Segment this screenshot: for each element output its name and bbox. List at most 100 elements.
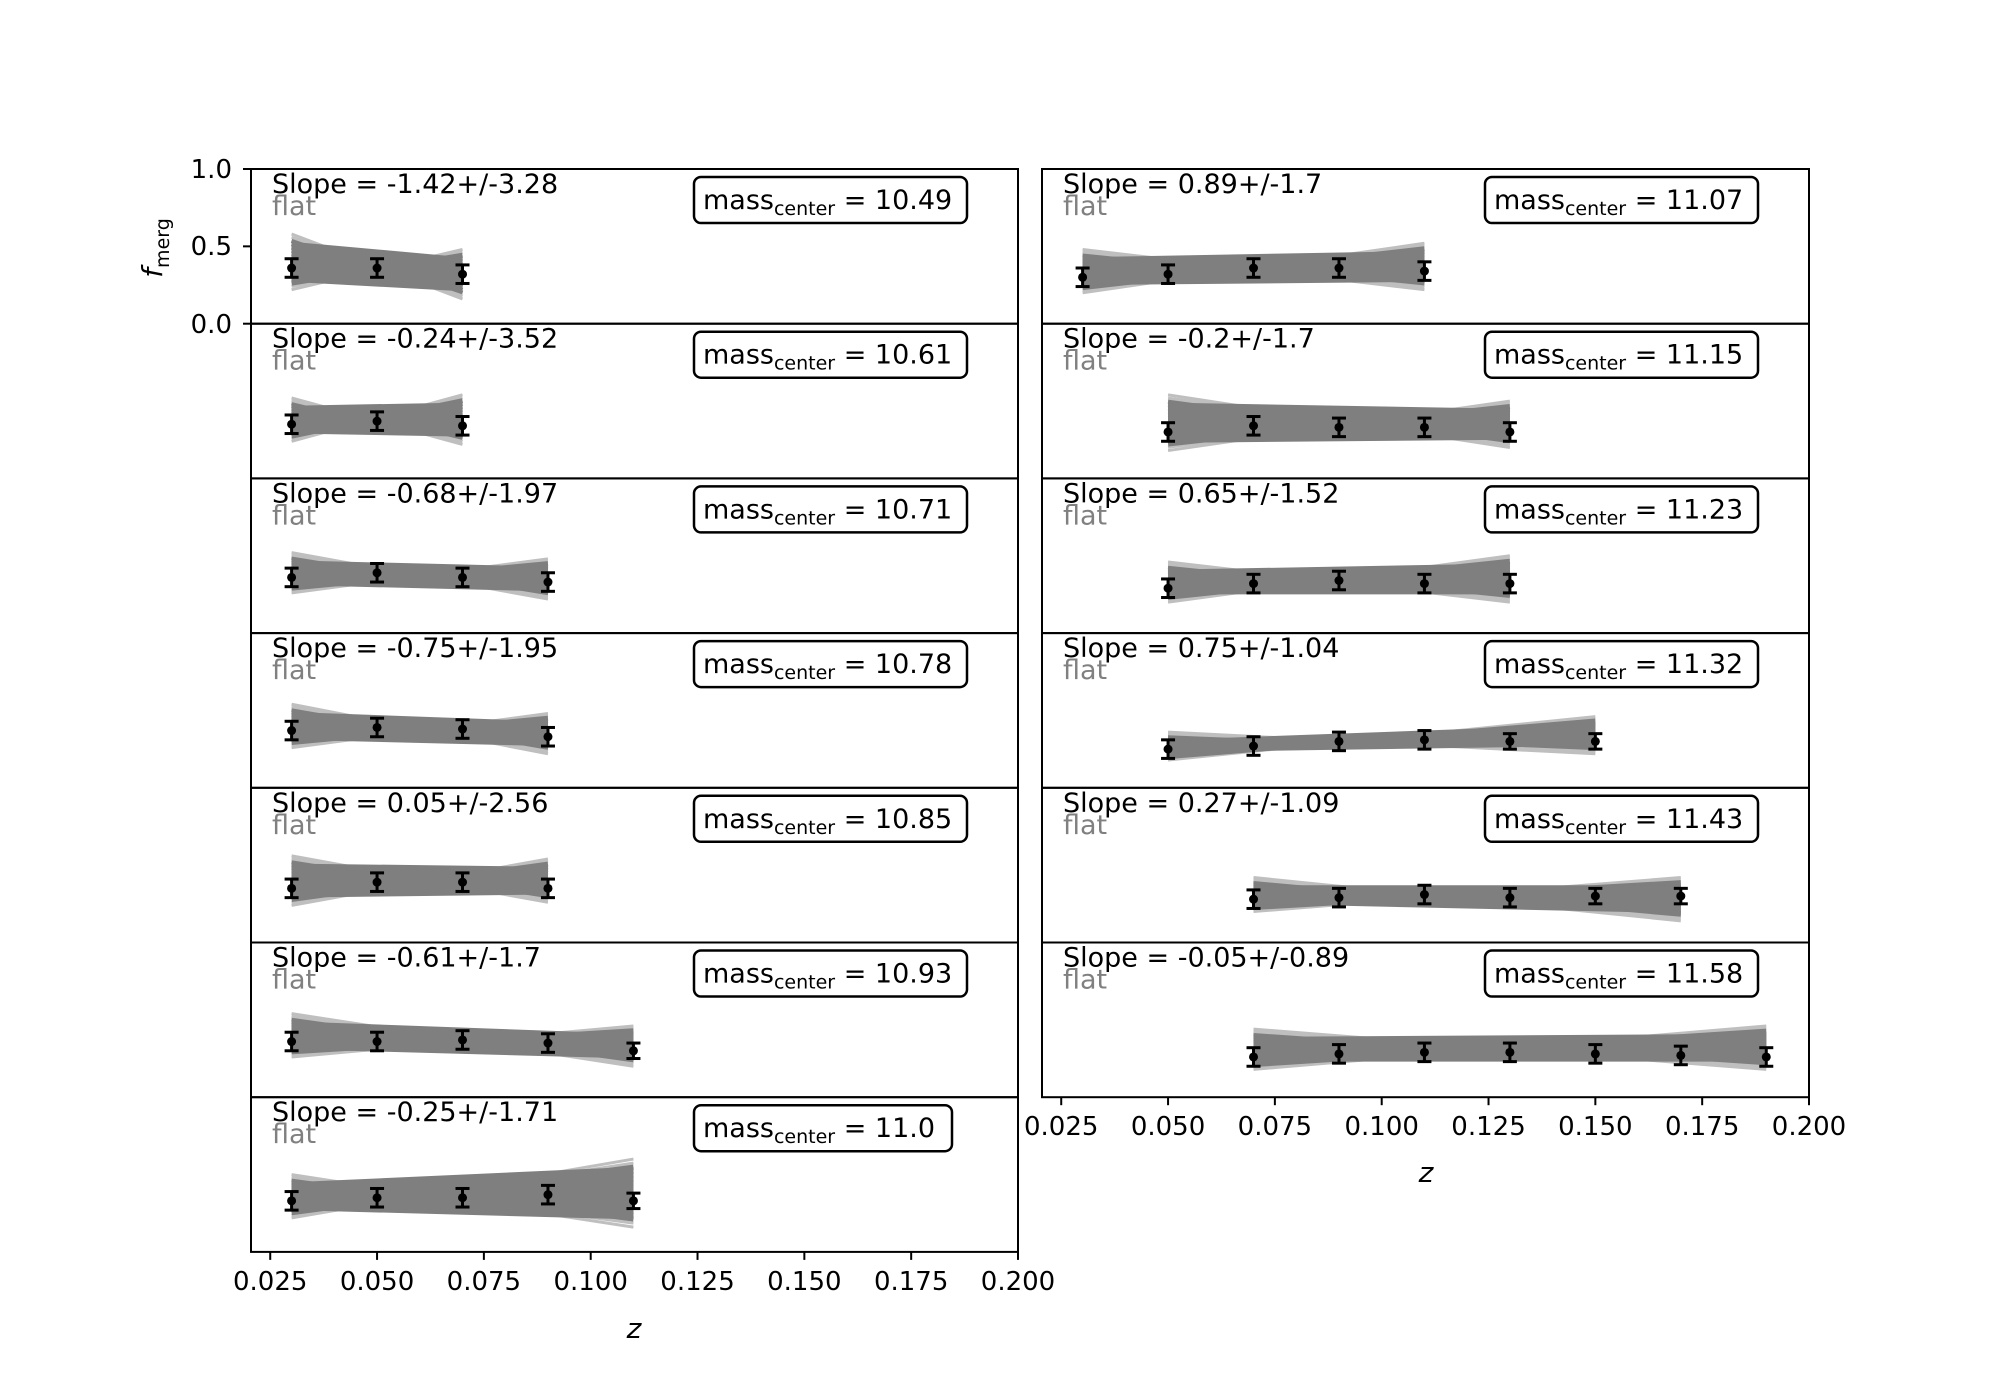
data-point (1588, 732, 1603, 751)
data-point (1588, 886, 1603, 906)
xtick-label: 0.050 (340, 1267, 414, 1297)
point-marker (1676, 1050, 1686, 1060)
point-marker (1249, 579, 1259, 589)
point-marker (1419, 579, 1429, 589)
data-point (1075, 266, 1090, 289)
data-point (455, 718, 470, 740)
mass-center-label: masscenter = 11.23 (1494, 494, 1743, 529)
y-axis-title: fmerg (136, 218, 174, 278)
point-marker (1334, 736, 1344, 746)
data-point (370, 716, 385, 739)
mass-center-label: masscenter = 10.71 (703, 494, 952, 529)
slope-label: Slope = -0.68+/-1.97 (272, 478, 558, 509)
xtick-label: 0.175 (1665, 1112, 1739, 1142)
mass-center-box (692, 639, 969, 689)
data-point (1417, 883, 1432, 906)
point-marker (1334, 576, 1344, 586)
data-point (1417, 729, 1432, 751)
fit-line-band (291, 702, 549, 756)
panel-frame (250, 1096, 1019, 1253)
point-marker (1249, 894, 1259, 904)
mass-center-box (692, 330, 969, 379)
point-marker (372, 568, 382, 578)
data-point (370, 871, 385, 893)
data-point (1161, 263, 1176, 285)
slope-label: Slope = -0.75+/-1.95 (272, 633, 558, 664)
slope-label: Slope = 0.89+/-1.7 (1063, 169, 1322, 200)
data-point (284, 566, 299, 589)
point-marker (543, 883, 553, 893)
fit-band-fill (291, 711, 548, 747)
slope-label: Slope = -0.61+/-1.7 (272, 943, 541, 974)
data-point (284, 1190, 299, 1212)
data-point (1246, 572, 1261, 595)
point-marker (372, 416, 382, 426)
data-point (370, 1030, 385, 1053)
point-marker (287, 1196, 297, 1206)
data-point (455, 1186, 470, 1209)
point-marker (543, 1190, 553, 1200)
point-marker (458, 877, 468, 887)
data-point (455, 566, 470, 589)
data-point (1331, 886, 1346, 909)
slope-label: Slope = -0.25+/-1.71 (272, 1097, 558, 1128)
point-marker (372, 263, 382, 273)
mass-center-box (692, 175, 969, 225)
data-point (1417, 1041, 1432, 1064)
data-point (1588, 1043, 1603, 1065)
ytick-label: 0.5 (191, 232, 232, 262)
point-marker (458, 572, 468, 582)
data-point (1502, 886, 1517, 909)
fit-line-band (291, 854, 549, 907)
point-marker (1334, 422, 1344, 432)
fit-line-band (1167, 715, 1596, 762)
mass-center-label: masscenter = 10.93 (703, 959, 952, 994)
point-marker (1163, 583, 1173, 593)
point-marker (372, 877, 382, 887)
point-marker (287, 263, 297, 273)
mass-center-box (692, 949, 969, 998)
point-marker (287, 726, 297, 736)
data-point (1331, 730, 1346, 753)
mass-center-box (1483, 330, 1760, 379)
flat-label: flat (272, 191, 316, 222)
mass-center-label: masscenter = 11.43 (1494, 804, 1743, 839)
data-point (1331, 416, 1346, 439)
mass-center-box (1483, 485, 1760, 534)
point-marker (1505, 1047, 1515, 1057)
point-marker (1163, 269, 1173, 279)
mass-center-box (1483, 794, 1760, 844)
point-marker (372, 1037, 382, 1047)
point-marker (1590, 891, 1600, 901)
panel-frame (1041, 941, 1810, 1099)
flat-label: flat (1063, 346, 1107, 377)
slope-label: Slope = -0.2+/-1.7 (1063, 324, 1315, 355)
flat-label: flat (1063, 810, 1107, 841)
point-marker (1419, 266, 1429, 276)
data-point (1246, 1046, 1261, 1068)
flat-label: flat (272, 500, 316, 531)
point-marker (1505, 736, 1515, 746)
data-point (1502, 421, 1517, 443)
data-point (1161, 421, 1176, 443)
slope-label: Slope = -0.24+/-3.52 (272, 324, 558, 355)
point-marker (1590, 1049, 1600, 1059)
data-point (370, 257, 385, 279)
data-point (1502, 1041, 1517, 1064)
mass-center-label: masscenter = 11.58 (1494, 959, 1743, 994)
point-marker (628, 1046, 638, 1056)
point-marker (458, 1193, 468, 1203)
xtick-label: 0.200 (981, 1267, 1055, 1297)
mass-center-label: masscenter = 11.0 (703, 1113, 935, 1148)
data-point (284, 1030, 299, 1053)
mass-center-box (1483, 639, 1760, 689)
ytick-label: 1.0 (191, 155, 232, 185)
data-point (1502, 572, 1517, 595)
